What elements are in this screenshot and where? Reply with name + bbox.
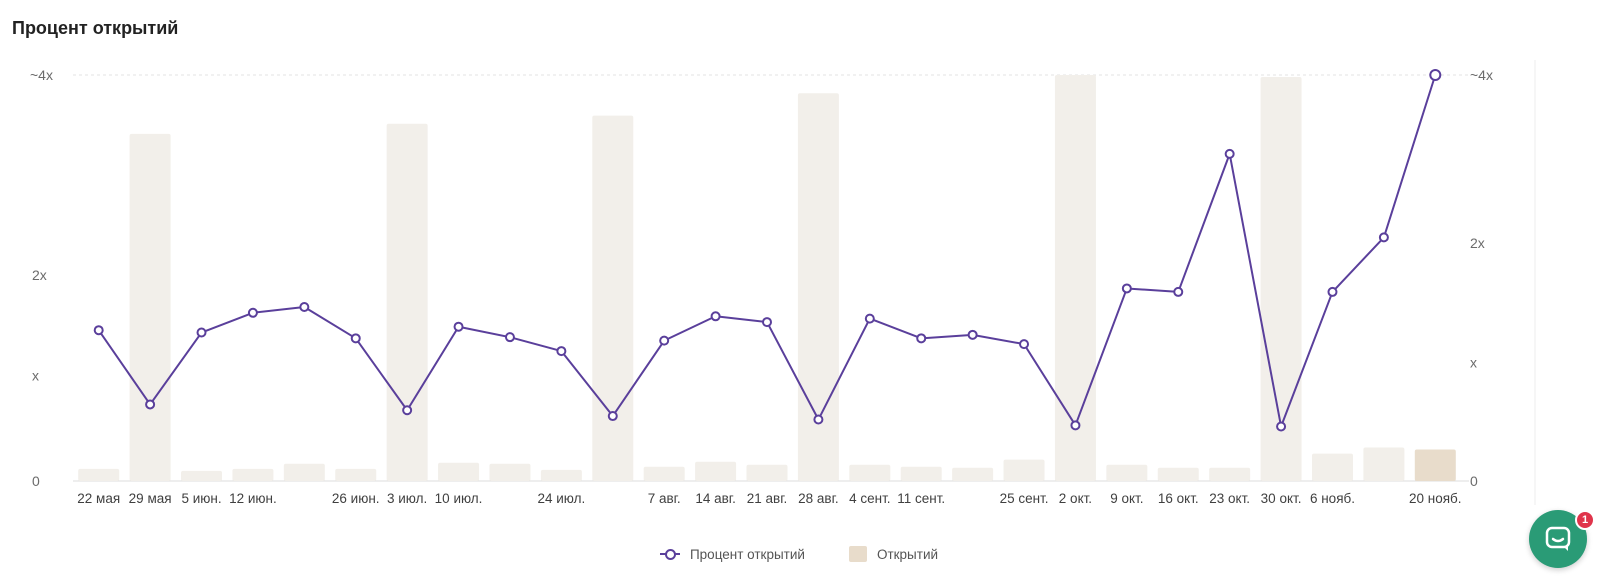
x-tick-label: 22 мая: [77, 491, 120, 506]
open-rate-point[interactable]: [1224, 148, 1235, 159]
y-right-tick-label: x: [1470, 355, 1477, 371]
open-rate-point[interactable]: [247, 307, 258, 318]
x-tick-label: 12 июн.: [229, 491, 277, 506]
y-right-tick-label: 2x: [1470, 235, 1485, 251]
chat-icon: [1545, 526, 1571, 551]
x-tick-label: 2 окт.: [1059, 491, 1092, 506]
open-rate-point[interactable]: [196, 327, 207, 338]
bar-opens[interactable]: [1209, 467, 1251, 481]
bar-opens[interactable]: [592, 115, 634, 481]
open-rate-point[interactable]: [1429, 69, 1442, 81]
y-right-tick-label: ~4x: [1470, 67, 1493, 83]
x-tick-label: 11 сент.: [897, 491, 945, 506]
open-rate-point[interactable]: [916, 333, 927, 344]
bar-opens[interactable]: [335, 468, 377, 481]
open-rate-point[interactable]: [710, 311, 721, 322]
legend: Процент открытий Открытий: [0, 546, 1598, 562]
bar-opens[interactable]: [386, 123, 428, 481]
open-rate-point[interactable]: [402, 405, 413, 416]
combo-chart: 0 x 2x ~4x 0 x 2x ~4x 22 мая 29 мая 5 июн. 12 июн. 2…: [30, 60, 1536, 506]
open-rate-point[interactable]: [1019, 339, 1030, 350]
open-rate-point[interactable]: [299, 302, 310, 312]
bar-opens[interactable]: [1260, 77, 1302, 481]
bar-opens[interactable]: [1003, 459, 1045, 481]
y-left-tick-label: 2x: [32, 267, 47, 283]
bar-opens[interactable]: [1414, 449, 1456, 481]
open-rate-point[interactable]: [1070, 420, 1081, 431]
open-rate-point[interactable]: [813, 414, 824, 425]
bar-opens[interactable]: [900, 466, 942, 481]
y-left-tick-label: ~4x: [30, 67, 53, 83]
y-right-tick-label: 0: [1470, 473, 1478, 489]
x-tick-label: 29 мая: [129, 491, 172, 506]
x-tick-label: 4 сент.: [849, 491, 890, 506]
bar-opens[interactable]: [438, 462, 480, 481]
bar-opens[interactable]: [283, 463, 325, 481]
open-rate-point[interactable]: [659, 335, 670, 346]
open-rate-point[interactable]: [1327, 286, 1338, 297]
x-tick-label: 20 нояб.: [1409, 491, 1462, 506]
legend-label-open-rate: Процент открытий: [689, 546, 805, 562]
x-tick-label: 3 июл.: [387, 491, 427, 506]
bar-opens[interactable]: [952, 467, 994, 481]
open-rate-point[interactable]: [93, 325, 104, 336]
open-rate-point[interactable]: [1173, 286, 1184, 297]
open-rate-point[interactable]: [1378, 232, 1389, 243]
bar-opens[interactable]: [643, 466, 685, 481]
y-left-tick-label: x: [32, 367, 39, 383]
bar-opens[interactable]: [797, 93, 839, 482]
x-tick-label: 25 сент.: [1000, 491, 1049, 506]
open-rate-point[interactable]: [864, 313, 875, 324]
open-rate-point[interactable]: [1276, 421, 1287, 432]
bar-opens[interactable]: [1054, 75, 1096, 481]
x-tick-label: 10 июл.: [435, 491, 483, 506]
y-left-tick-label: 0: [32, 473, 40, 489]
x-tick-label: 21 авг.: [747, 491, 787, 506]
x-tick-label: 5 июн.: [181, 491, 221, 506]
x-tick-label: 9 окт.: [1110, 491, 1143, 506]
legend-item-open-rate[interactable]: Процент открытий: [659, 546, 805, 562]
open-rate-point[interactable]: [1121, 283, 1132, 294]
open-rate-line: [97, 74, 1437, 428]
x-tick-label: 23 окт.: [1209, 491, 1250, 506]
legend-label-opens: Открытий: [876, 546, 939, 562]
bar-opens[interactable]: [1106, 464, 1148, 481]
bar-opens[interactable]: [540, 469, 582, 481]
bar-opens[interactable]: [129, 133, 171, 481]
x-tick-label: 16 окт.: [1158, 491, 1199, 506]
x-tick-label: 14 авг.: [695, 491, 735, 506]
bar-opens[interactable]: [746, 464, 788, 481]
open-rate-point[interactable]: [967, 329, 978, 340]
bar-opens[interactable]: [181, 470, 223, 481]
x-tick-label: 24 июл.: [537, 491, 585, 506]
x-tick-label: 30 окт.: [1261, 491, 1302, 506]
open-rate-point[interactable]: [556, 346, 567, 357]
bar-opens[interactable]: [695, 461, 737, 481]
open-rate-point[interactable]: [607, 411, 618, 422]
bar-opens[interactable]: [489, 463, 531, 481]
bar-opens[interactable]: [78, 468, 120, 481]
bar-opens[interactable]: [1363, 447, 1405, 481]
x-tick-label: 7 авг.: [648, 491, 681, 506]
x-tick-label: 28 авг.: [798, 491, 838, 506]
line-marker-icon: [659, 548, 680, 560]
bar-opens[interactable]: [849, 464, 891, 481]
notification-badge: 1: [1575, 510, 1595, 530]
bar-opens[interactable]: [1157, 467, 1199, 481]
chart-title: Процент открытий: [12, 18, 179, 38]
legend-item-opens[interactable]: Открытий: [848, 546, 939, 562]
x-tick-label: 26 июн.: [332, 491, 380, 506]
bar-opens[interactable]: [232, 468, 274, 481]
open-rate-point[interactable]: [762, 317, 772, 328]
open-rate-point[interactable]: [504, 332, 515, 343]
bar-swatch-icon: [848, 546, 867, 562]
open-rate-point[interactable]: [350, 333, 361, 344]
x-tick-label: 6 нояб.: [1310, 491, 1355, 506]
open-rate-point[interactable]: [453, 321, 464, 332]
open-rate-point[interactable]: [145, 399, 156, 410]
bar-opens[interactable]: [1311, 453, 1353, 481]
